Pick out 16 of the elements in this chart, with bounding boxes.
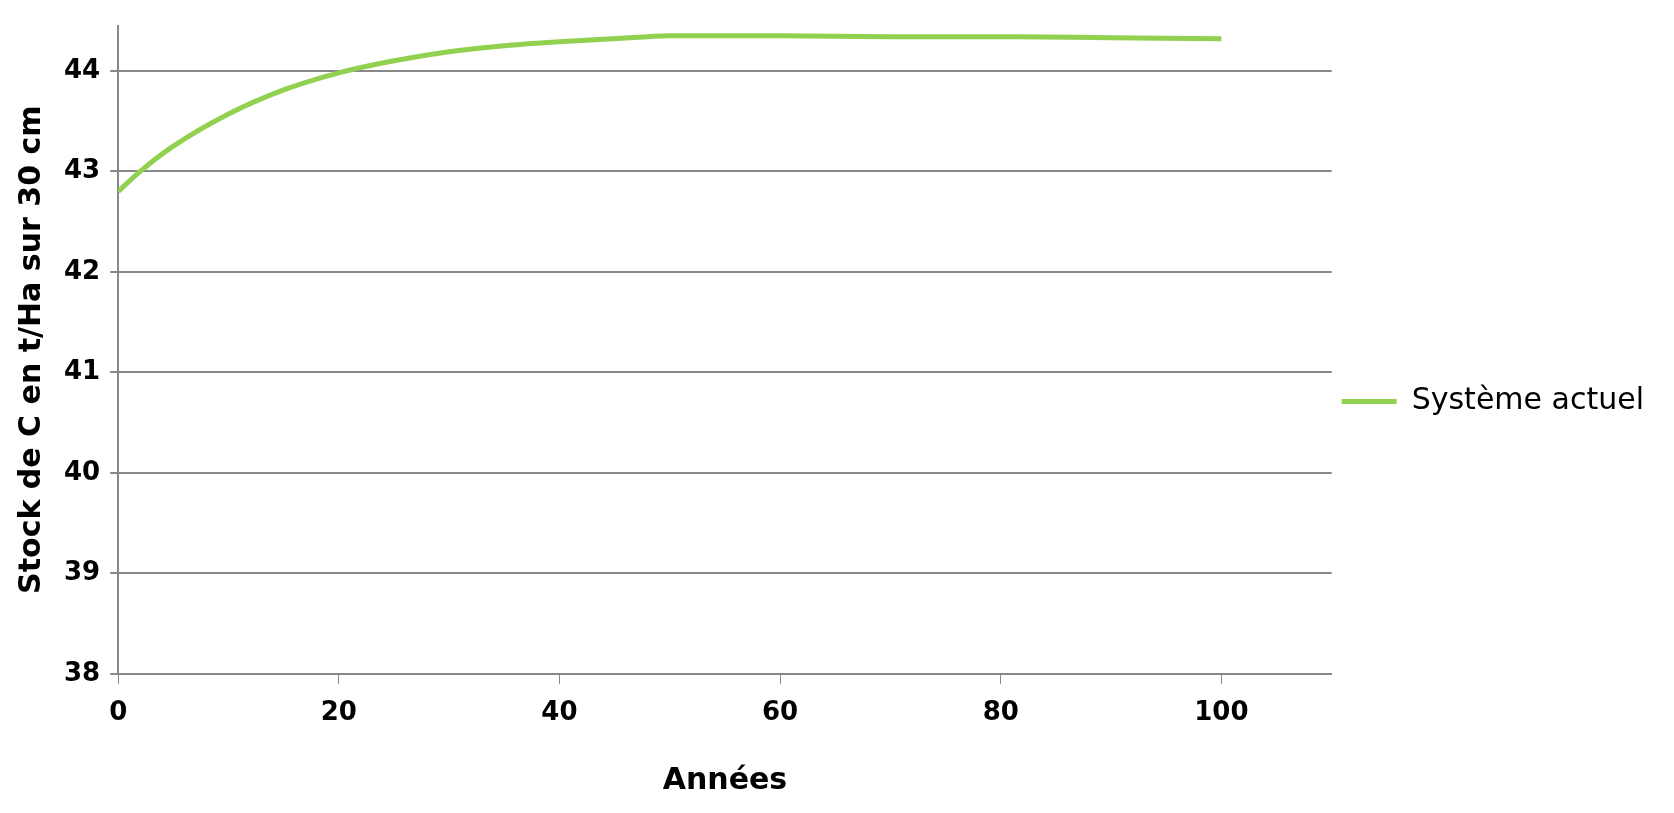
x-axis-title: Années [662,760,788,796]
legend-label: Système actuel [1411,381,1644,417]
y-axis-title: Stock de C en t/Ha sur 30 cm [11,105,47,594]
y-tick-label: 41 [63,355,101,386]
y-tick-label: 38 [63,656,101,687]
x-tick-label: 40 [541,696,578,727]
x-tick-label: 100 [1194,696,1249,727]
x-tick-label: 60 [762,696,799,727]
x-tick-label: 20 [320,696,357,727]
y-tick-label: 44 [63,53,101,84]
y-tick-label: 40 [63,455,101,486]
x-tick-label: 80 [982,696,1019,727]
x-tick-label: 0 [109,696,128,727]
y-tick-label: 43 [63,154,101,185]
y-tick-label: 42 [63,254,101,285]
y-tick-label: 39 [63,556,101,587]
